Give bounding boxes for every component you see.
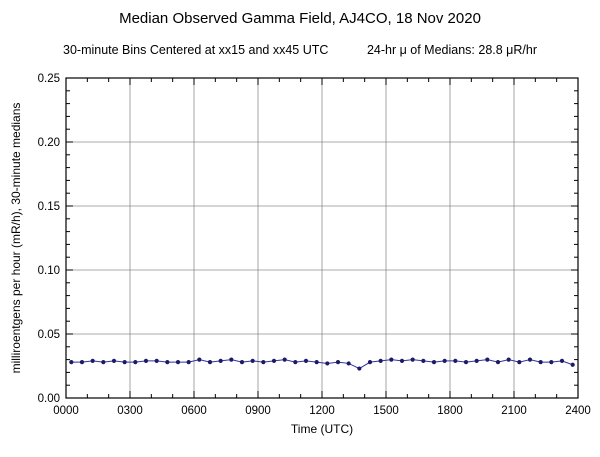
data-point — [378, 358, 383, 363]
plot-frame — [65, 77, 579, 399]
data-point — [143, 358, 149, 363]
data-point — [90, 358, 95, 363]
data-point — [474, 358, 479, 363]
data-point — [399, 358, 405, 363]
data-point — [463, 360, 469, 365]
x-tick-label: 1500 — [373, 405, 399, 417]
data-point — [485, 357, 490, 362]
data-point — [154, 358, 159, 363]
data-point — [325, 361, 330, 366]
data-point — [431, 360, 437, 365]
x-tick-label: 0600 — [181, 405, 207, 417]
y-tick-label: 0.15 — [38, 201, 60, 213]
data-point — [101, 360, 106, 365]
data-point — [527, 357, 533, 362]
y-tick-label: 0.00 — [38, 393, 60, 405]
y-tick-label: 0.20 — [38, 137, 60, 149]
data-point — [175, 360, 181, 365]
data-point — [410, 357, 415, 362]
y-tick-label: 0.05 — [38, 329, 60, 341]
data-point — [250, 358, 255, 363]
data-point — [517, 360, 522, 365]
data-point — [111, 358, 117, 363]
data-point — [453, 358, 458, 363]
x-tick-label: 0900 — [245, 405, 271, 417]
data-point — [261, 360, 266, 365]
data-point — [207, 360, 213, 365]
data-point — [335, 360, 341, 365]
data-series — [69, 357, 575, 371]
data-point — [165, 360, 170, 365]
data-point — [197, 357, 202, 362]
data-point — [282, 357, 287, 362]
chart-subtitle-left: 30-minute Bins Centered at xx15 and xx45… — [63, 43, 328, 57]
data-point — [271, 358, 277, 363]
data-point — [79, 360, 85, 365]
data-point — [367, 360, 373, 365]
x-tick-label: 2400 — [565, 405, 591, 417]
data-point — [357, 366, 362, 371]
data-point — [303, 358, 309, 363]
data-point — [495, 360, 501, 365]
chart-title: Median Observed Gamma Field, AJ4CO, 18 N… — [119, 10, 481, 27]
data-point — [442, 358, 447, 363]
chart-subtitle-right: 24-hr μ of Medians: 28.8 μR/hr — [367, 43, 537, 57]
data-point — [239, 360, 245, 365]
data-point — [549, 360, 554, 365]
x-tick-label: 0000 — [53, 405, 79, 417]
grid-lines — [66, 78, 578, 398]
x-axis-label: Time (UTC) — [291, 422, 353, 436]
y-tick-label: 0.25 — [38, 73, 60, 85]
x-tick-label: 1200 — [309, 405, 335, 417]
data-point — [293, 360, 298, 365]
data-point — [314, 360, 319, 365]
tick-labels: 0000 0300 0600 0900 1200 1500 1800 2100 2400 0.00… — [38, 73, 591, 417]
data-point — [421, 358, 426, 363]
data-point — [570, 362, 575, 367]
data-point — [389, 357, 394, 362]
y-axis-label: milliroentgens per hour (mR/h), 30-minut… — [9, 103, 23, 374]
y-tick-label: 0.10 — [38, 265, 60, 277]
data-point — [218, 358, 223, 363]
data-point — [559, 358, 565, 363]
data-point — [346, 361, 351, 366]
x-tick-label: 2100 — [501, 405, 527, 417]
data-point — [122, 360, 127, 365]
data-point — [69, 360, 74, 365]
data-point — [229, 357, 234, 362]
x-tick-label: 1800 — [437, 405, 463, 417]
data-point — [186, 360, 191, 365]
data-point — [538, 360, 543, 365]
data-point — [506, 357, 511, 362]
data-point — [133, 360, 138, 365]
x-tick-label: 0300 — [117, 405, 143, 417]
